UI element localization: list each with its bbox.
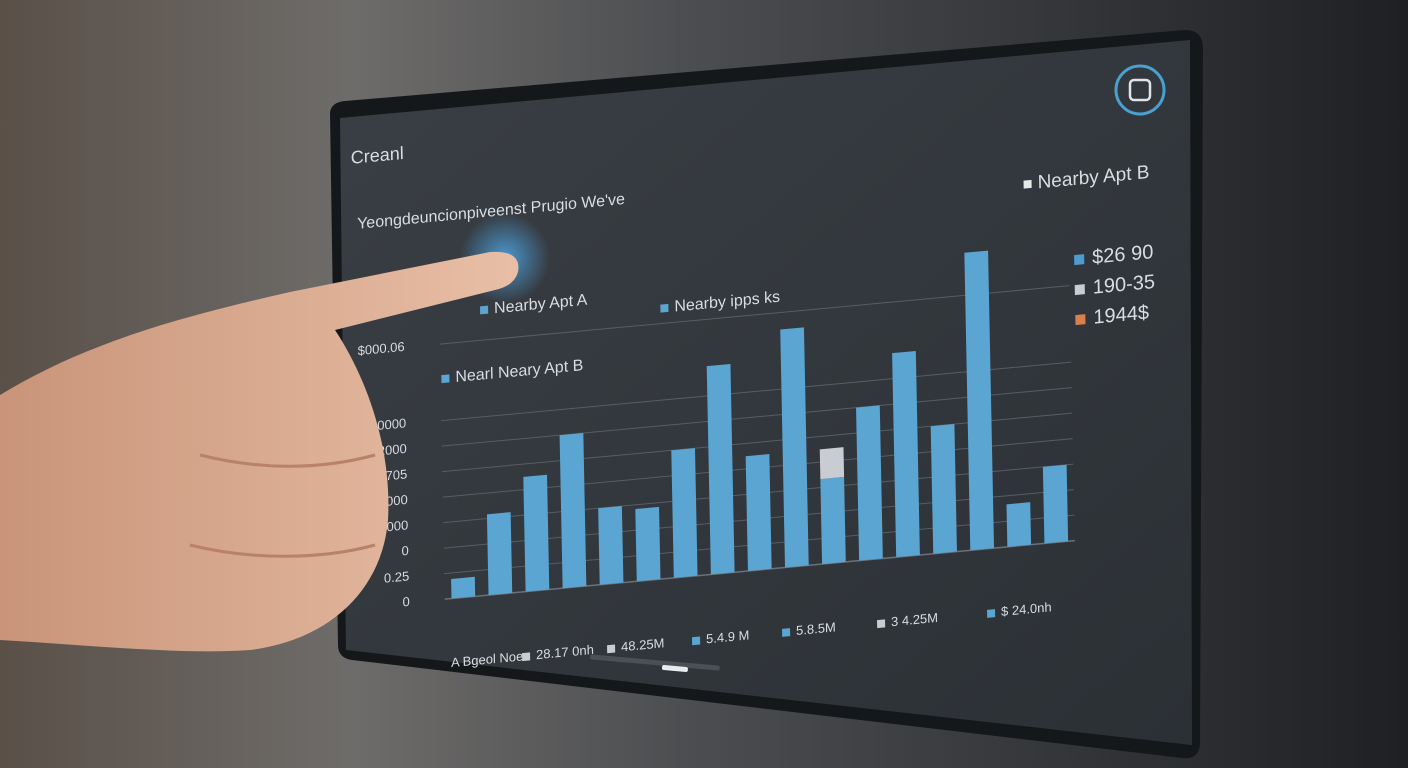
footer-label: 3 4.25M <box>891 610 938 629</box>
grid-line <box>441 361 1072 422</box>
bar <box>820 476 846 565</box>
bar <box>892 350 920 558</box>
footer-label: $ 24.0nh <box>1001 599 1052 619</box>
footer-label: 48.25M <box>621 635 665 654</box>
key-swatch <box>1074 284 1085 296</box>
chart-title: Creanl <box>351 143 404 168</box>
y-tick-label: 20000 <box>370 415 406 433</box>
hand-creases <box>189 453 376 558</box>
bar <box>523 474 550 592</box>
footer-label: A Bgeol Noer <box>451 648 528 670</box>
annotation-swatch <box>660 303 669 313</box>
scroll-track <box>590 654 720 671</box>
bar <box>1006 502 1032 547</box>
bar <box>780 327 809 568</box>
y-tick-label: $000.06 <box>358 339 405 358</box>
footer-swatch <box>522 652 531 662</box>
bar <box>1042 464 1069 544</box>
annotation-swatch <box>480 305 489 315</box>
annotation-swatch <box>441 374 450 384</box>
bar <box>671 448 698 578</box>
hand <box>0 251 519 652</box>
footer-swatch <box>607 644 616 654</box>
y-tick-label: 0.25 <box>384 568 410 585</box>
footer-label: 28.17 0nh <box>536 642 594 662</box>
key-label: 1944$ <box>1093 302 1149 329</box>
bar <box>856 405 883 561</box>
grid-line <box>441 387 1072 447</box>
menu-icon-square <box>1128 78 1152 102</box>
footer-label: 5.8.5M <box>796 619 836 638</box>
grid-line <box>439 285 1070 345</box>
grid-line <box>442 412 1073 473</box>
footer-label: 5.4.9 M <box>706 627 750 646</box>
scroll-thumb <box>661 665 688 672</box>
tablet-screen <box>340 40 1192 745</box>
y-tick-label: 0 <box>401 543 409 559</box>
bar <box>559 432 587 589</box>
annotation-swatch <box>1023 179 1032 189</box>
chart: Creanl Yeongdeuncionpiveenst Prugio We'v… <box>351 143 1156 670</box>
y-tick-label: 0 <box>402 594 410 610</box>
bar <box>706 363 735 575</box>
footer-swatch <box>692 636 701 646</box>
bar <box>964 250 995 551</box>
key-swatch <box>1074 254 1085 266</box>
bar <box>635 506 661 582</box>
bar <box>451 576 476 599</box>
menu-icon[interactable] <box>1114 64 1166 116</box>
footer-swatch <box>782 628 791 637</box>
bar <box>930 424 957 554</box>
footer-swatch <box>987 609 996 618</box>
bar <box>486 512 513 596</box>
footer-swatch <box>877 619 886 629</box>
bar <box>819 447 845 480</box>
bar <box>598 506 624 585</box>
key-swatch <box>1075 314 1086 326</box>
bar <box>745 454 772 571</box>
